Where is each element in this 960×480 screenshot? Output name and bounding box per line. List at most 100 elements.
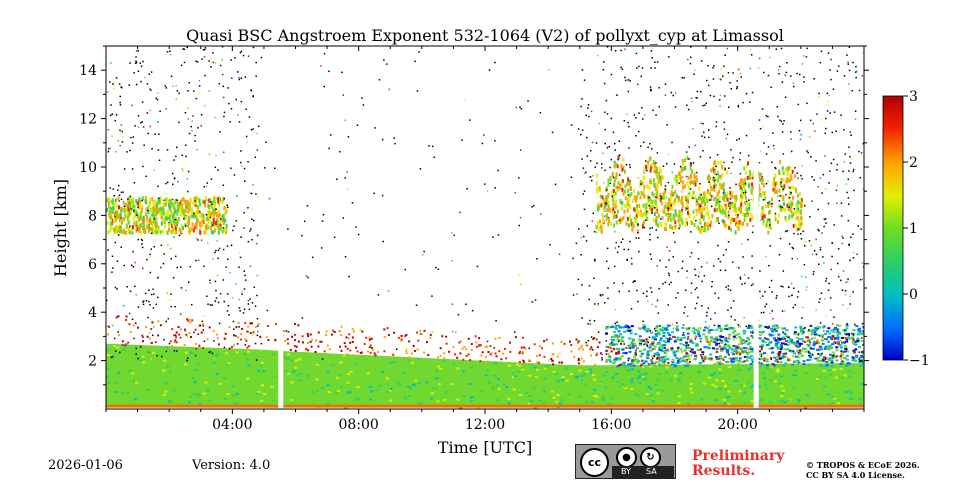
noise-pixel: [655, 196, 657, 199]
bl-pixel: [834, 376, 838, 379]
noise-pixel: [732, 156, 734, 159]
elevated-layer-pixel: [641, 224, 644, 229]
noise-pixel: [114, 215, 116, 218]
noise-pixel: [780, 47, 783, 50]
dust-layer-pixel: [687, 354, 691, 357]
noise-pixel: [852, 291, 854, 293]
elevated-layer-pixel: [195, 211, 198, 216]
noise-pixel: [166, 292, 168, 294]
noise-pixel: [135, 347, 137, 350]
noise-pixel: [716, 339, 719, 342]
noise-pixel: [226, 204, 228, 206]
bl-pixel: [715, 401, 719, 404]
noise-pixel: [797, 291, 800, 293]
noise-pixel: [854, 118, 857, 120]
dust-layer-pixel: [740, 348, 744, 351]
noise-pixel: [238, 266, 240, 268]
dust-layer-pixel: [704, 335, 708, 338]
noise-pixel: [152, 288, 154, 290]
noise-pixel: [677, 292, 679, 294]
bl-pixel: [543, 377, 547, 380]
elevated-layer-pixel: [774, 217, 777, 222]
elevated-layer-pixel: [654, 164, 657, 169]
noise-pixel: [649, 88, 652, 91]
dust-layer-pixel: [723, 355, 727, 358]
dust-layer-pixel: [768, 342, 772, 345]
noise-pixel: [843, 129, 845, 131]
bl-pixel: [420, 382, 424, 385]
dust-layer-pixel: [642, 362, 646, 365]
noise-pixel: [157, 149, 160, 151]
noise-pixel: [688, 146, 690, 148]
elevated-layer-pixel: [643, 220, 646, 225]
elevated-layer-pixel: [177, 205, 180, 210]
elevated-layer-pixel: [672, 192, 675, 197]
elevated-layer-pixel: [613, 160, 616, 165]
dust-layer-pixel: [789, 350, 793, 353]
noise-pixel: [778, 358, 781, 360]
elevated-layer-pixel: [798, 219, 801, 224]
dust-layer-pixel: [673, 352, 677, 355]
speckle-pixel: [443, 357, 446, 360]
noise-pixel: [119, 101, 121, 104]
speckle-pixel: [596, 346, 599, 349]
noise-pixel: [582, 193, 585, 195]
elevated-layer-pixel: [117, 226, 120, 231]
bl-pixel: [718, 388, 722, 390]
noise-pixel: [344, 119, 346, 122]
noise-pixel: [586, 155, 589, 157]
speckle-pixel: [117, 315, 120, 318]
dust-layer-pixel: [631, 346, 635, 349]
bl-pixel: [107, 367, 111, 370]
noise-pixel: [713, 179, 716, 182]
bl-pixel: [385, 377, 389, 380]
elevated-layer-pixel: [779, 181, 782, 186]
noise-pixel: [777, 195, 779, 197]
bl-pixel: [414, 367, 418, 370]
dust-layer-pixel: [715, 328, 719, 331]
noise-pixel: [113, 88, 115, 90]
noise-pixel: [235, 335, 237, 337]
noise-pixel: [772, 318, 774, 320]
noise-pixel: [826, 92, 829, 95]
speckle-pixel: [369, 344, 372, 347]
dust-layer-pixel: [858, 356, 862, 359]
elevated-layer-pixel: [707, 210, 710, 215]
noise-pixel: [718, 342, 720, 345]
elevated-layer-pixel: [723, 198, 726, 202]
noise-pixel: [431, 145, 434, 148]
dust-layer-pixel: [831, 356, 834, 359]
elevated-layer-pixel: [751, 175, 754, 180]
elevated-layer-pixel: [123, 217, 125, 222]
bl-pixel: [518, 365, 522, 367]
elevated-layer-pixel: [209, 206, 212, 211]
bl-pixel: [740, 384, 744, 387]
elevated-layer-pixel: [629, 205, 632, 209]
elevated-layer-pixel: [668, 200, 671, 205]
dust-layer-pixel: [666, 332, 670, 334]
noise-pixel: [229, 121, 231, 123]
dust-layer-pixel: [734, 359, 738, 362]
elevated-layer-pixel: [789, 207, 792, 212]
elevated-layer-pixel: [697, 226, 700, 231]
dust-layer-pixel: [683, 355, 687, 358]
speckle-pixel: [589, 348, 592, 351]
noise-pixel: [144, 292, 147, 295]
bl-pixel: [491, 387, 495, 390]
bl-pixel: [235, 402, 239, 405]
elevated-layer-pixel: [670, 197, 673, 202]
noise-pixel: [853, 168, 855, 171]
bl-pixel: [330, 388, 334, 391]
elevated-layer-pixel: [153, 228, 155, 233]
elevated-layer-pixel: [742, 182, 745, 187]
bl-pixel: [386, 390, 390, 393]
bl-pixel: [611, 376, 615, 379]
speckle-pixel: [404, 335, 407, 338]
noise-pixel: [435, 266, 437, 269]
elevated-layer-pixel: [139, 201, 141, 206]
noise-pixel: [197, 220, 199, 222]
noise-pixel: [827, 100, 829, 103]
bl-pixel: [520, 388, 524, 391]
noise-pixel: [157, 276, 160, 278]
noise-pixel: [342, 94, 344, 96]
